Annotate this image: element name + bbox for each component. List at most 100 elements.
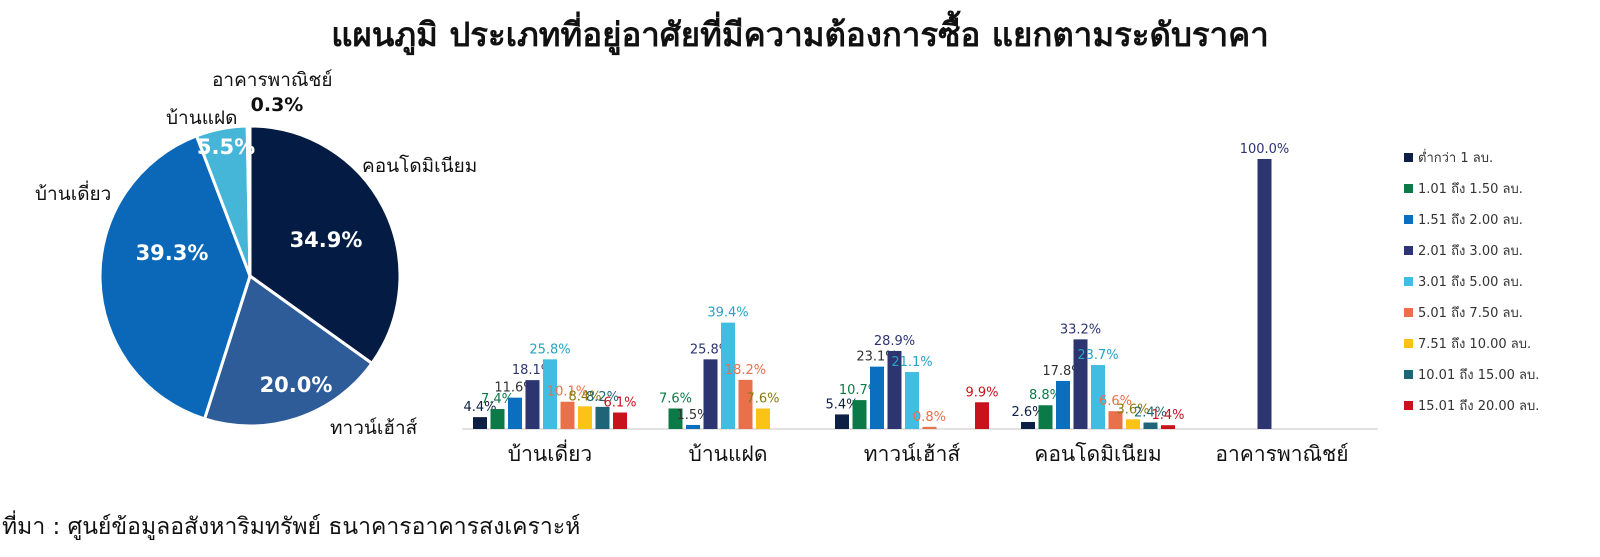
legend-label: 2.01 ถึง 3.00 ลบ. <box>1418 244 1523 259</box>
bar-value-label: 33.2% <box>1060 322 1101 337</box>
bar-value-label: 21.1% <box>891 355 932 370</box>
bar-value-label: 1.5% <box>676 408 709 423</box>
legend-swatch <box>1404 215 1413 224</box>
legend-swatch <box>1404 153 1413 162</box>
bar <box>1126 419 1140 429</box>
pie-category-label: บ้านแฝด <box>166 107 237 129</box>
legend-swatch <box>1404 401 1413 410</box>
pie-slice <box>248 124 402 366</box>
source-note: ที่มา : ศูนย์ข้อมูลอสังหาริมทรัพย์ ธนาคา… <box>2 514 581 540</box>
bar <box>543 359 557 429</box>
legend-swatch <box>1404 246 1413 255</box>
bar-value-label: 100.0% <box>1240 142 1290 157</box>
x-tick-label: บ้านเดี่ยว <box>508 439 592 466</box>
pie-category-label: ทาวน์เฮ้าส์ <box>330 417 418 439</box>
legend-label: 1.01 ถึง 1.50 ลบ. <box>1418 182 1523 197</box>
bar-value-label: 1.4% <box>1151 408 1184 423</box>
bar-value-label: 11.6% <box>494 381 535 396</box>
legend: ต่ำกว่า 1 ลบ. 1.01 ถึง 1.50 ลบ. 1.51 ถึง 2… <box>1404 149 1539 414</box>
x-tick-label: อาคารพาณิชย์ <box>1215 442 1348 466</box>
pie-slice <box>245 124 252 277</box>
bar-value-label: 18.1% <box>512 363 553 378</box>
legend-swatch <box>1404 339 1413 348</box>
legend-swatch <box>1404 370 1413 379</box>
pie-category-label: อาคารพาณิชย์ <box>212 69 333 91</box>
legend-label: 1.51 ถึง 2.00 ลบ. <box>1418 213 1523 228</box>
bar-value-label: 6.1% <box>603 396 636 411</box>
bar-value-label: 2.6% <box>1011 405 1044 420</box>
bar <box>1038 405 1053 429</box>
pie-value-label: 0.3% <box>251 94 304 116</box>
bar <box>922 426 937 429</box>
bar-value-label: 10.7% <box>839 383 880 398</box>
bar <box>668 408 683 429</box>
bar <box>560 401 575 429</box>
bar <box>686 424 700 429</box>
legend-swatch <box>1404 308 1413 317</box>
pie-value-label: 5.5% <box>197 135 255 159</box>
bar-value-label: 23.1% <box>856 350 897 365</box>
bar-value-label: 17.8% <box>1042 364 1083 379</box>
legend-label: ต่ำกว่า 1 ลบ. <box>1418 149 1493 166</box>
bar <box>1161 425 1175 429</box>
legend-label: 15.01 ถึง 20.00 ลบ. <box>1418 399 1539 414</box>
x-tick-label: ทาวน์เฮ้าส์ <box>864 442 961 466</box>
bar-value-label: 25.8% <box>529 342 570 357</box>
bar-value-label: 9.9% <box>965 385 998 400</box>
bar <box>1021 421 1035 429</box>
bar-chart: 4.4%7.4%11.6% 18.1% 25.8% 10.1%8.4%8.2%6.1%… <box>462 142 1378 466</box>
bar <box>887 350 902 429</box>
bar <box>835 414 849 429</box>
pie-value-label: 20.0% <box>260 373 333 397</box>
bar <box>975 402 989 429</box>
bar <box>613 412 627 429</box>
bar <box>1056 380 1070 429</box>
bar <box>595 406 610 429</box>
bar-value-label: 28.9% <box>874 334 915 349</box>
pie-slice <box>98 133 252 421</box>
bar <box>473 417 487 429</box>
x-tick-label: บ้านแฝด <box>689 442 768 466</box>
legend-swatch <box>1404 277 1413 286</box>
bar <box>905 372 919 429</box>
bar <box>1257 159 1272 429</box>
bar-value-label: 6.6% <box>1099 394 1132 409</box>
bar-value-label: 10.1% <box>547 385 588 400</box>
legend-label: 3.01 ถึง 5.00 ลบ. <box>1418 275 1523 290</box>
bar <box>1143 422 1158 429</box>
bar-value-label: 0.8% <box>913 410 946 425</box>
bar-value-label: 7.4% <box>481 392 514 407</box>
bar <box>525 380 540 429</box>
bar-value-label: 4.4% <box>463 400 496 415</box>
bar <box>490 409 505 429</box>
bar-value-label: 39.4% <box>707 306 748 321</box>
bar-value-label: 2.4% <box>1134 406 1167 421</box>
bar-value-label: 8.4% <box>568 389 601 404</box>
bar <box>1073 339 1088 429</box>
bar-value-label: 23.7% <box>1077 348 1118 363</box>
pie-category-label: บ้านเดี่ยว <box>35 180 111 205</box>
legend-label: 7.51 ถึง 10.00 ลบ. <box>1418 337 1531 352</box>
bar <box>1091 365 1105 429</box>
bar-value-label: 3.6% <box>1116 402 1149 417</box>
bar-value-label: 7.6% <box>746 391 779 406</box>
bar <box>1108 411 1123 429</box>
pie-chart: คอนโดมิเนียม 34.9% ทาวน์เฮ้าส์ 20.0% บ้านเดี… <box>35 69 477 439</box>
bar <box>578 406 592 429</box>
pie-value-label: 39.3% <box>136 241 209 265</box>
pie-category-label: คอนโดมิเนียม <box>362 154 477 177</box>
bar-value-label: 8.8% <box>1029 388 1062 403</box>
bar <box>703 359 718 429</box>
x-tick-label: คอนโดมิเนียม <box>1034 442 1161 466</box>
bar-value-label: 18.2% <box>725 363 766 378</box>
bar <box>870 366 884 429</box>
pie-value-label: 34.9% <box>290 228 363 252</box>
pie-slice <box>202 273 374 428</box>
bar-value-label: 8.2% <box>586 390 619 405</box>
bar-value-label: 25.8% <box>690 342 731 357</box>
bar <box>508 397 522 429</box>
legend-swatch <box>1404 184 1413 193</box>
chart-title: แผนภูมิ ประเภทที่อยู่อาศัยที่มีความต้องก… <box>331 15 1269 54</box>
bar <box>852 400 867 429</box>
